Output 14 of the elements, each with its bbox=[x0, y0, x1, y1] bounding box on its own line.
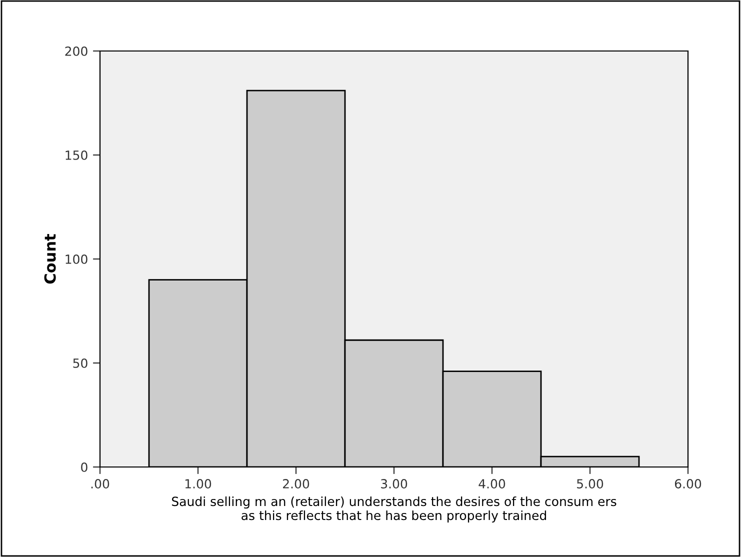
x-tick-label: 2.00 bbox=[283, 479, 310, 488]
y-tick-label: 50 bbox=[73, 358, 88, 368]
y-axis-title: Count bbox=[44, 234, 56, 284]
x-tick-label: .00 bbox=[91, 479, 110, 488]
x-tick-label: 6.00 bbox=[674, 479, 702, 488]
x-tick-label: 5.00 bbox=[577, 479, 604, 488]
x-tick-label: 4.00 bbox=[478, 479, 506, 488]
y-tick-label: 100 bbox=[66, 254, 88, 264]
x-tick-label: 1.00 bbox=[185, 479, 212, 488]
y-tick-label: 150 bbox=[66, 150, 88, 160]
x-axis-title: Saudi selling m an (retailer) understands the desires of the consum ers as this reflects that he has been properly trained bbox=[172, 496, 616, 523]
y-tick-label: 0 bbox=[81, 462, 88, 472]
x-tick-label: 3.00 bbox=[381, 479, 408, 488]
y-tick-label: 200 bbox=[65, 46, 88, 56]
